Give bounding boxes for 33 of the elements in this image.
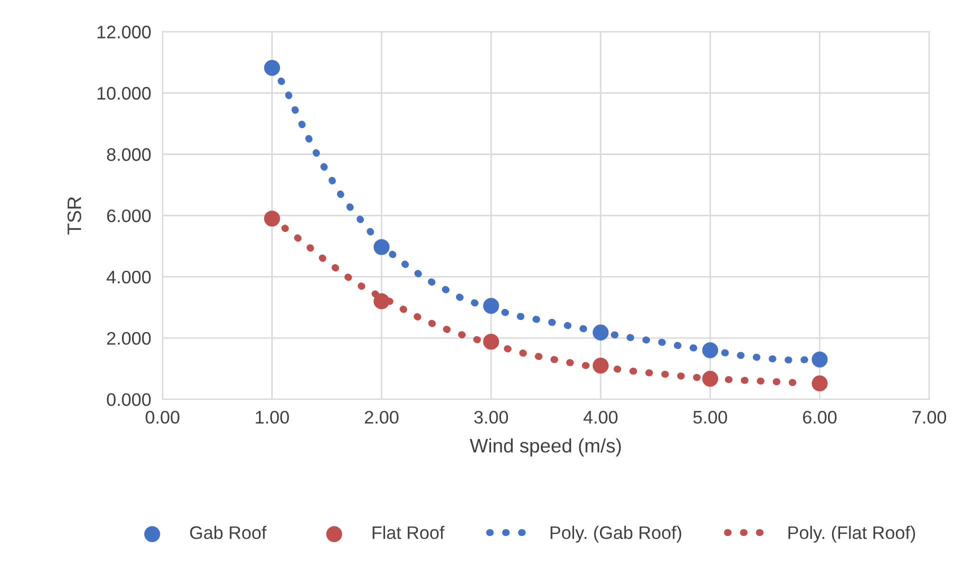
legend-label: Poly. (Gab Roof) — [550, 526, 682, 543]
y-tick-label: 6.000 — [107, 209, 151, 222]
legend-label: Poly. (Flat Roof) — [788, 526, 916, 543]
legend-label: Flat Roof — [372, 526, 444, 540]
y-tick-label: 0.000 — [106, 393, 151, 406]
y-tick-label: 4.000 — [106, 270, 151, 284]
point — [812, 351, 828, 368]
point — [264, 60, 280, 76]
x-tick-label: 2.00 — [364, 410, 398, 424]
point — [592, 358, 609, 374]
point — [264, 210, 280, 227]
y-axis-title: TSR — [67, 196, 82, 235]
legend-label: Gab Roof — [190, 526, 267, 540]
point — [374, 293, 390, 310]
x-tick-label: 5.00 — [693, 410, 728, 424]
point — [374, 239, 390, 256]
x-tick-label: 7.00 — [912, 410, 946, 424]
x-tick-label: 3.00 — [474, 410, 508, 424]
x-axis-title: Wind speed (m/s) — [470, 438, 621, 456]
y-tick-label: 2.000 — [107, 332, 151, 345]
point — [812, 375, 828, 392]
point — [483, 334, 500, 350]
y-tick-label: 10.000 — [98, 86, 151, 100]
point — [592, 324, 609, 340]
y-tick-label: 8.000 — [107, 148, 151, 161]
x-tick-label: 0.00 — [146, 410, 180, 424]
x-tick-label: 6.00 — [803, 410, 837, 424]
point — [702, 370, 718, 387]
x-tick-label: 1.00 — [256, 410, 289, 424]
y-tick-label: 12.000 — [98, 26, 151, 38]
point — [702, 342, 718, 358]
x-tick-label: 4.00 — [583, 410, 618, 424]
point — [483, 298, 500, 314]
